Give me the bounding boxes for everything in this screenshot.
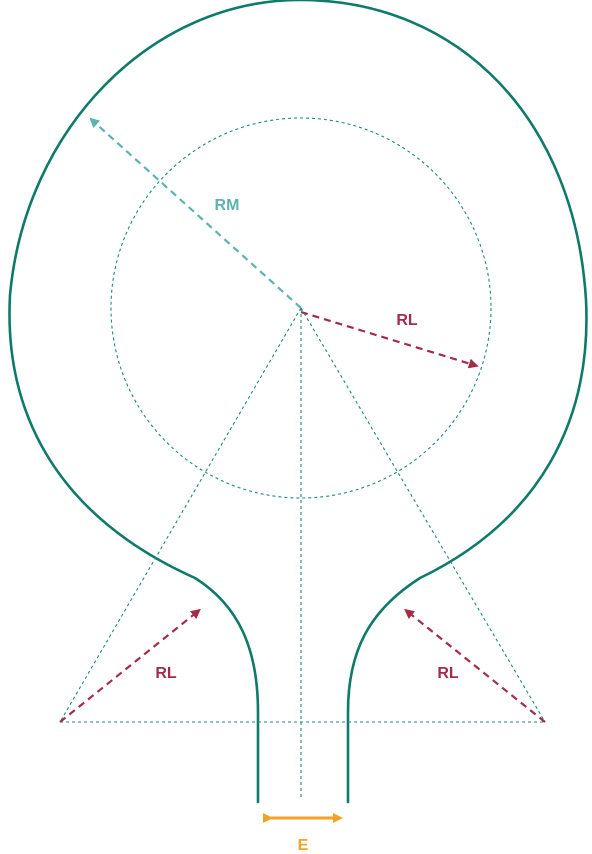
- rl-label-center: RL: [396, 312, 418, 329]
- e-label: E: [298, 837, 309, 854]
- left-guide-line: [59, 307, 302, 723]
- rm-label: RM: [215, 197, 240, 214]
- right-guide-line: [300, 307, 546, 723]
- rl-arrow-lower-left: [59, 608, 201, 723]
- rl-arrow-lower-right: [404, 608, 546, 723]
- rl-label-lower-right: RL: [437, 665, 459, 682]
- inner-dashed-circle: [110, 117, 492, 499]
- rl-label-lower-left: RL: [155, 665, 177, 682]
- rl-arrow-center: [300, 310, 479, 369]
- outer-keyhole-outline: [8, 0, 588, 804]
- rm-arrow: [89, 117, 302, 309]
